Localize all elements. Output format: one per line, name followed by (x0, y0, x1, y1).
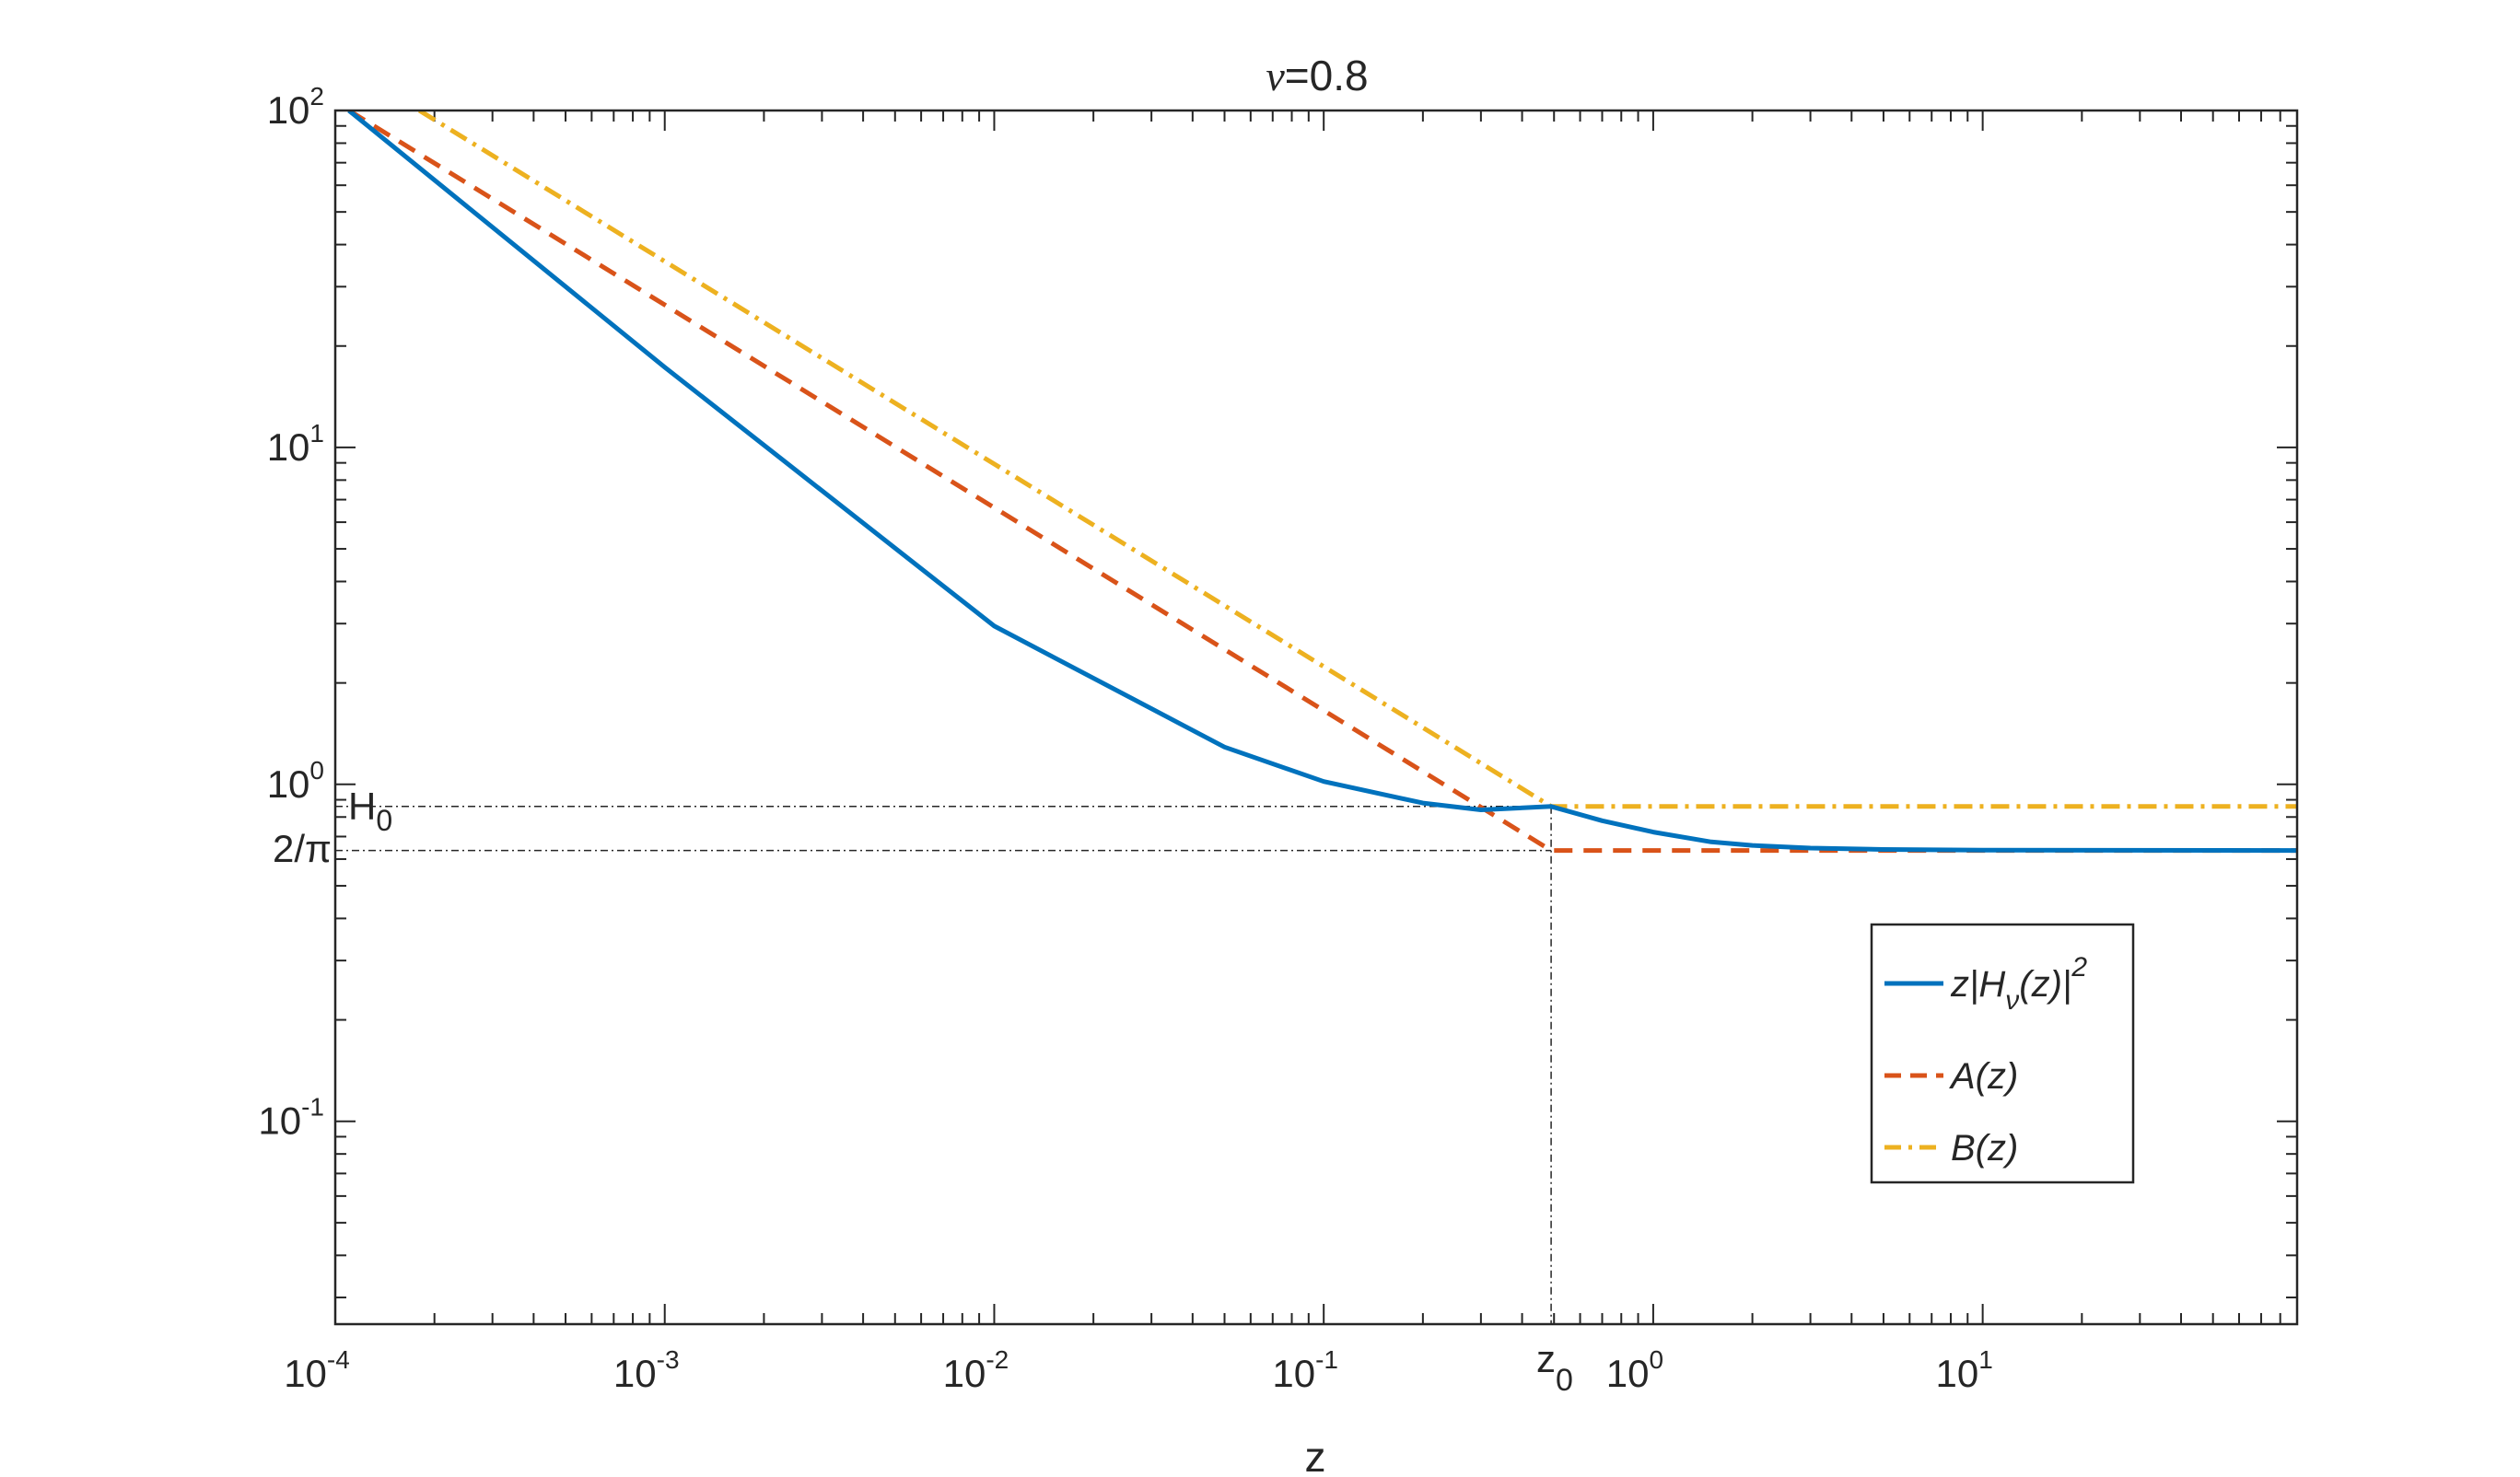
title-symbol: ν (1266, 52, 1285, 99)
major-ticks (334, 110, 2297, 1324)
legend-s1-b: (z)| (2019, 964, 2071, 1005)
annotation-h0-sub: 0 (376, 804, 392, 837)
annotation-z0-sub: 0 (1556, 1363, 1573, 1398)
y-tick-label-3: 10-1 (258, 1093, 324, 1143)
x-tick-label-2: 10-2 (943, 1345, 1009, 1395)
minor-ticks (335, 110, 2297, 1324)
series-layer (347, 110, 2297, 854)
series-line-s1 (347, 110, 2297, 854)
chart-title: ν=0.8 (1266, 52, 1368, 99)
y-tick-label-0: 102 (267, 82, 324, 132)
x-axis-label: z (1305, 1433, 1326, 1477)
legend-s1-sup: 2 (2071, 952, 2087, 983)
legend-entry-s1: z|Hν(z)|2 (1950, 952, 2087, 1016)
x-tick-label-4: 100 (1606, 1345, 1663, 1395)
x-tick-labels: 10-4 10-3 10-2 10-1 100 101 (284, 1345, 1993, 1395)
x-tick-label-0: 10-4 (284, 1345, 350, 1395)
annotation-h0-main: H (348, 785, 376, 828)
y-tick-labels: 102 101 100 10-1 (258, 82, 324, 1143)
reference-lines (335, 806, 1552, 1324)
legend-box (1870, 923, 2135, 1184)
annotation-two-over-pi: 2/π (273, 827, 332, 870)
annotation-h0: H0 (348, 785, 392, 837)
legend-entry-s3: B(z) (1951, 1128, 2018, 1169)
x-tick-label-1: 10-3 (613, 1345, 680, 1395)
x-tick-label-5: 101 (1935, 1345, 1992, 1395)
plot-frame (333, 109, 2299, 1326)
legend-s1-sub: ν (2005, 985, 2019, 1016)
title-value: =0.8 (1285, 52, 1369, 99)
legend-s1-a: z|H (1950, 964, 2005, 1005)
y-tick-label-1: 101 (267, 419, 324, 469)
annotation-z0-main: z (1536, 1337, 1556, 1380)
legend: z|Hν(z)|2 A(z) B(z) (1870, 923, 2135, 1184)
legend-entry-s2: A(z) (1949, 1056, 2018, 1097)
annotation-z0: z0 (1536, 1337, 1573, 1398)
y-tick-label-2: 100 (267, 756, 324, 806)
x-tick-label-3: 10-1 (1272, 1345, 1338, 1395)
